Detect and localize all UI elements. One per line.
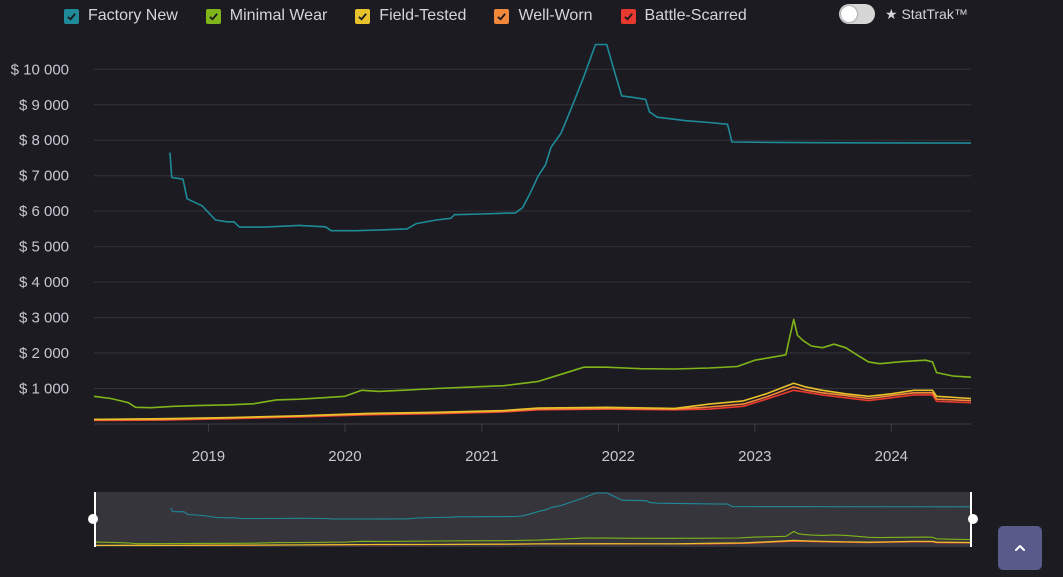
- checkmark-icon: [205, 8, 221, 24]
- x-tick-label: 2024: [875, 448, 908, 465]
- series-line-well-worn: [93, 386, 972, 421]
- y-tick-label: $ 3 000: [19, 310, 69, 327]
- legend-label: Battle-Scarred: [644, 7, 747, 24]
- y-tick-label: $ 6 000: [19, 203, 69, 220]
- stattrak-toggle[interactable]: [839, 4, 875, 24]
- y-tick-label: $ 9 000: [19, 97, 69, 114]
- y-tick-label: $ 5 000: [19, 239, 69, 256]
- legend-item-factory-new[interactable]: Factory New: [64, 7, 178, 25]
- navigator-line-minimal-wear: [94, 530, 972, 545]
- legend-label: Minimal Wear: [229, 7, 328, 24]
- legend-label: Factory New: [88, 7, 178, 24]
- x-tick-label: 2023: [738, 448, 771, 465]
- y-tick-label: $ 2 000: [19, 345, 69, 362]
- navigator-line-field-tested: [94, 539, 972, 546]
- x-tick-label: 2020: [328, 448, 361, 465]
- series-line-factory-new: [169, 43, 972, 232]
- checkmark-icon: [355, 8, 371, 24]
- x-tick-label: 2022: [602, 448, 635, 465]
- y-tick-label: $ 7 000: [19, 168, 69, 185]
- toggle-knob: [841, 6, 857, 22]
- chevron-up-icon: [1015, 545, 1025, 551]
- legend-item-minimal-wear[interactable]: Minimal Wear: [205, 7, 328, 25]
- stattrak-toggle-group: ★ StatTrak™: [839, 4, 968, 24]
- checkmark-icon: [64, 8, 79, 24]
- navigator-selection: [95, 492, 971, 547]
- x-tick-label: 2021: [465, 448, 498, 465]
- legend-label: Field-Tested: [379, 7, 467, 24]
- stattrak-label: ★ StatTrak™: [885, 5, 968, 22]
- navigator-line-factory-new: [170, 492, 972, 520]
- navigator-right-handle[interactable]: [968, 514, 978, 524]
- legend-item-well-worn[interactable]: Well-Worn: [494, 7, 593, 25]
- scroll-to-top-button[interactable]: [998, 526, 1042, 570]
- legend-label: Well-Worn: [518, 7, 593, 24]
- checkmark-icon: [494, 8, 510, 24]
- y-tick-label: $ 4 000: [19, 274, 69, 291]
- series-line-minimal-wear: [93, 318, 972, 409]
- series-line-field-tested: [93, 382, 972, 421]
- legend-item-field-tested[interactable]: Field-Tested: [355, 7, 466, 25]
- x-tick-label: 2019: [192, 448, 225, 465]
- checkmark-icon: [620, 8, 636, 24]
- y-tick-label: $ 10 000: [11, 61, 69, 78]
- y-tick-label: $ 8 000: [19, 132, 69, 149]
- navigator-left-handle[interactable]: [88, 514, 98, 524]
- legend-item-battle-scarred[interactable]: Battle-Scarred: [620, 7, 747, 25]
- y-tick-label: $ 1 000: [19, 381, 69, 398]
- chart-legend: Factory New Minimal Wear Field-Tested Well-…: [64, 5, 775, 27]
